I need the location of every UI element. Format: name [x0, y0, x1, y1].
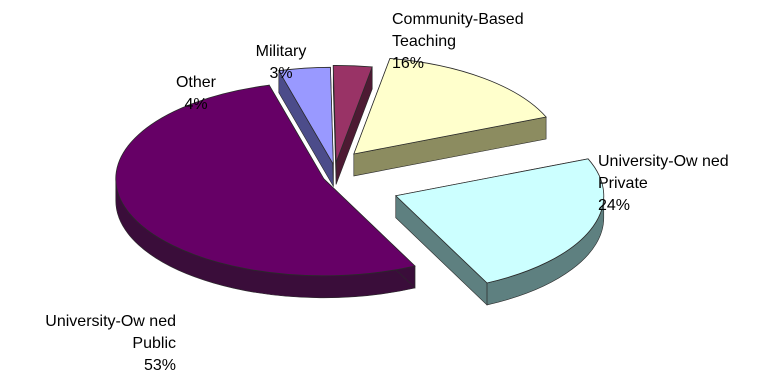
- label-other-line1: Other: [175, 74, 216, 91]
- label-university-owned-public-percent: 53%: [143, 357, 176, 374]
- label-community-based-teaching-percent: 16%: [392, 55, 425, 72]
- label-military: Military 3%: [246, 41, 316, 85]
- label-community-based-teaching: Community-Based Teaching 16%: [392, 9, 524, 75]
- label-university-owned-private: University-Ow ned Private 24%: [598, 151, 729, 217]
- label-military-line1: Military: [255, 43, 307, 60]
- slice-other: [278, 66, 334, 165]
- slice-community-based-teaching: [353, 58, 547, 155]
- label-university-owned-public: University-Ow ned Public 53%: [0, 311, 176, 377]
- label-university-owned-public-line2: Public: [132, 335, 176, 352]
- label-university-owned-private-line1: University-Ow ned: [598, 153, 729, 170]
- label-university-owned-private-percent: 24%: [598, 197, 631, 214]
- slice-university-owned-private: [394, 158, 605, 284]
- label-other: Other 4%: [166, 72, 226, 116]
- slice-university-owned-public: [115, 84, 416, 277]
- label-university-owned-public-line1: University-Ow ned: [45, 313, 176, 330]
- slice-military: [332, 65, 373, 163]
- label-other-percent: 4%: [184, 96, 208, 113]
- label-military-percent: 3%: [269, 65, 293, 82]
- label-community-based-teaching-line1: Community-Based: [392, 11, 524, 28]
- label-university-owned-private-line2: Private: [598, 175, 648, 192]
- label-community-based-teaching-line2: Teaching: [392, 33, 457, 50]
